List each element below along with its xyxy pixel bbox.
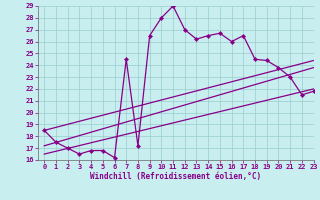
X-axis label: Windchill (Refroidissement éolien,°C): Windchill (Refroidissement éolien,°C) [91,172,261,181]
